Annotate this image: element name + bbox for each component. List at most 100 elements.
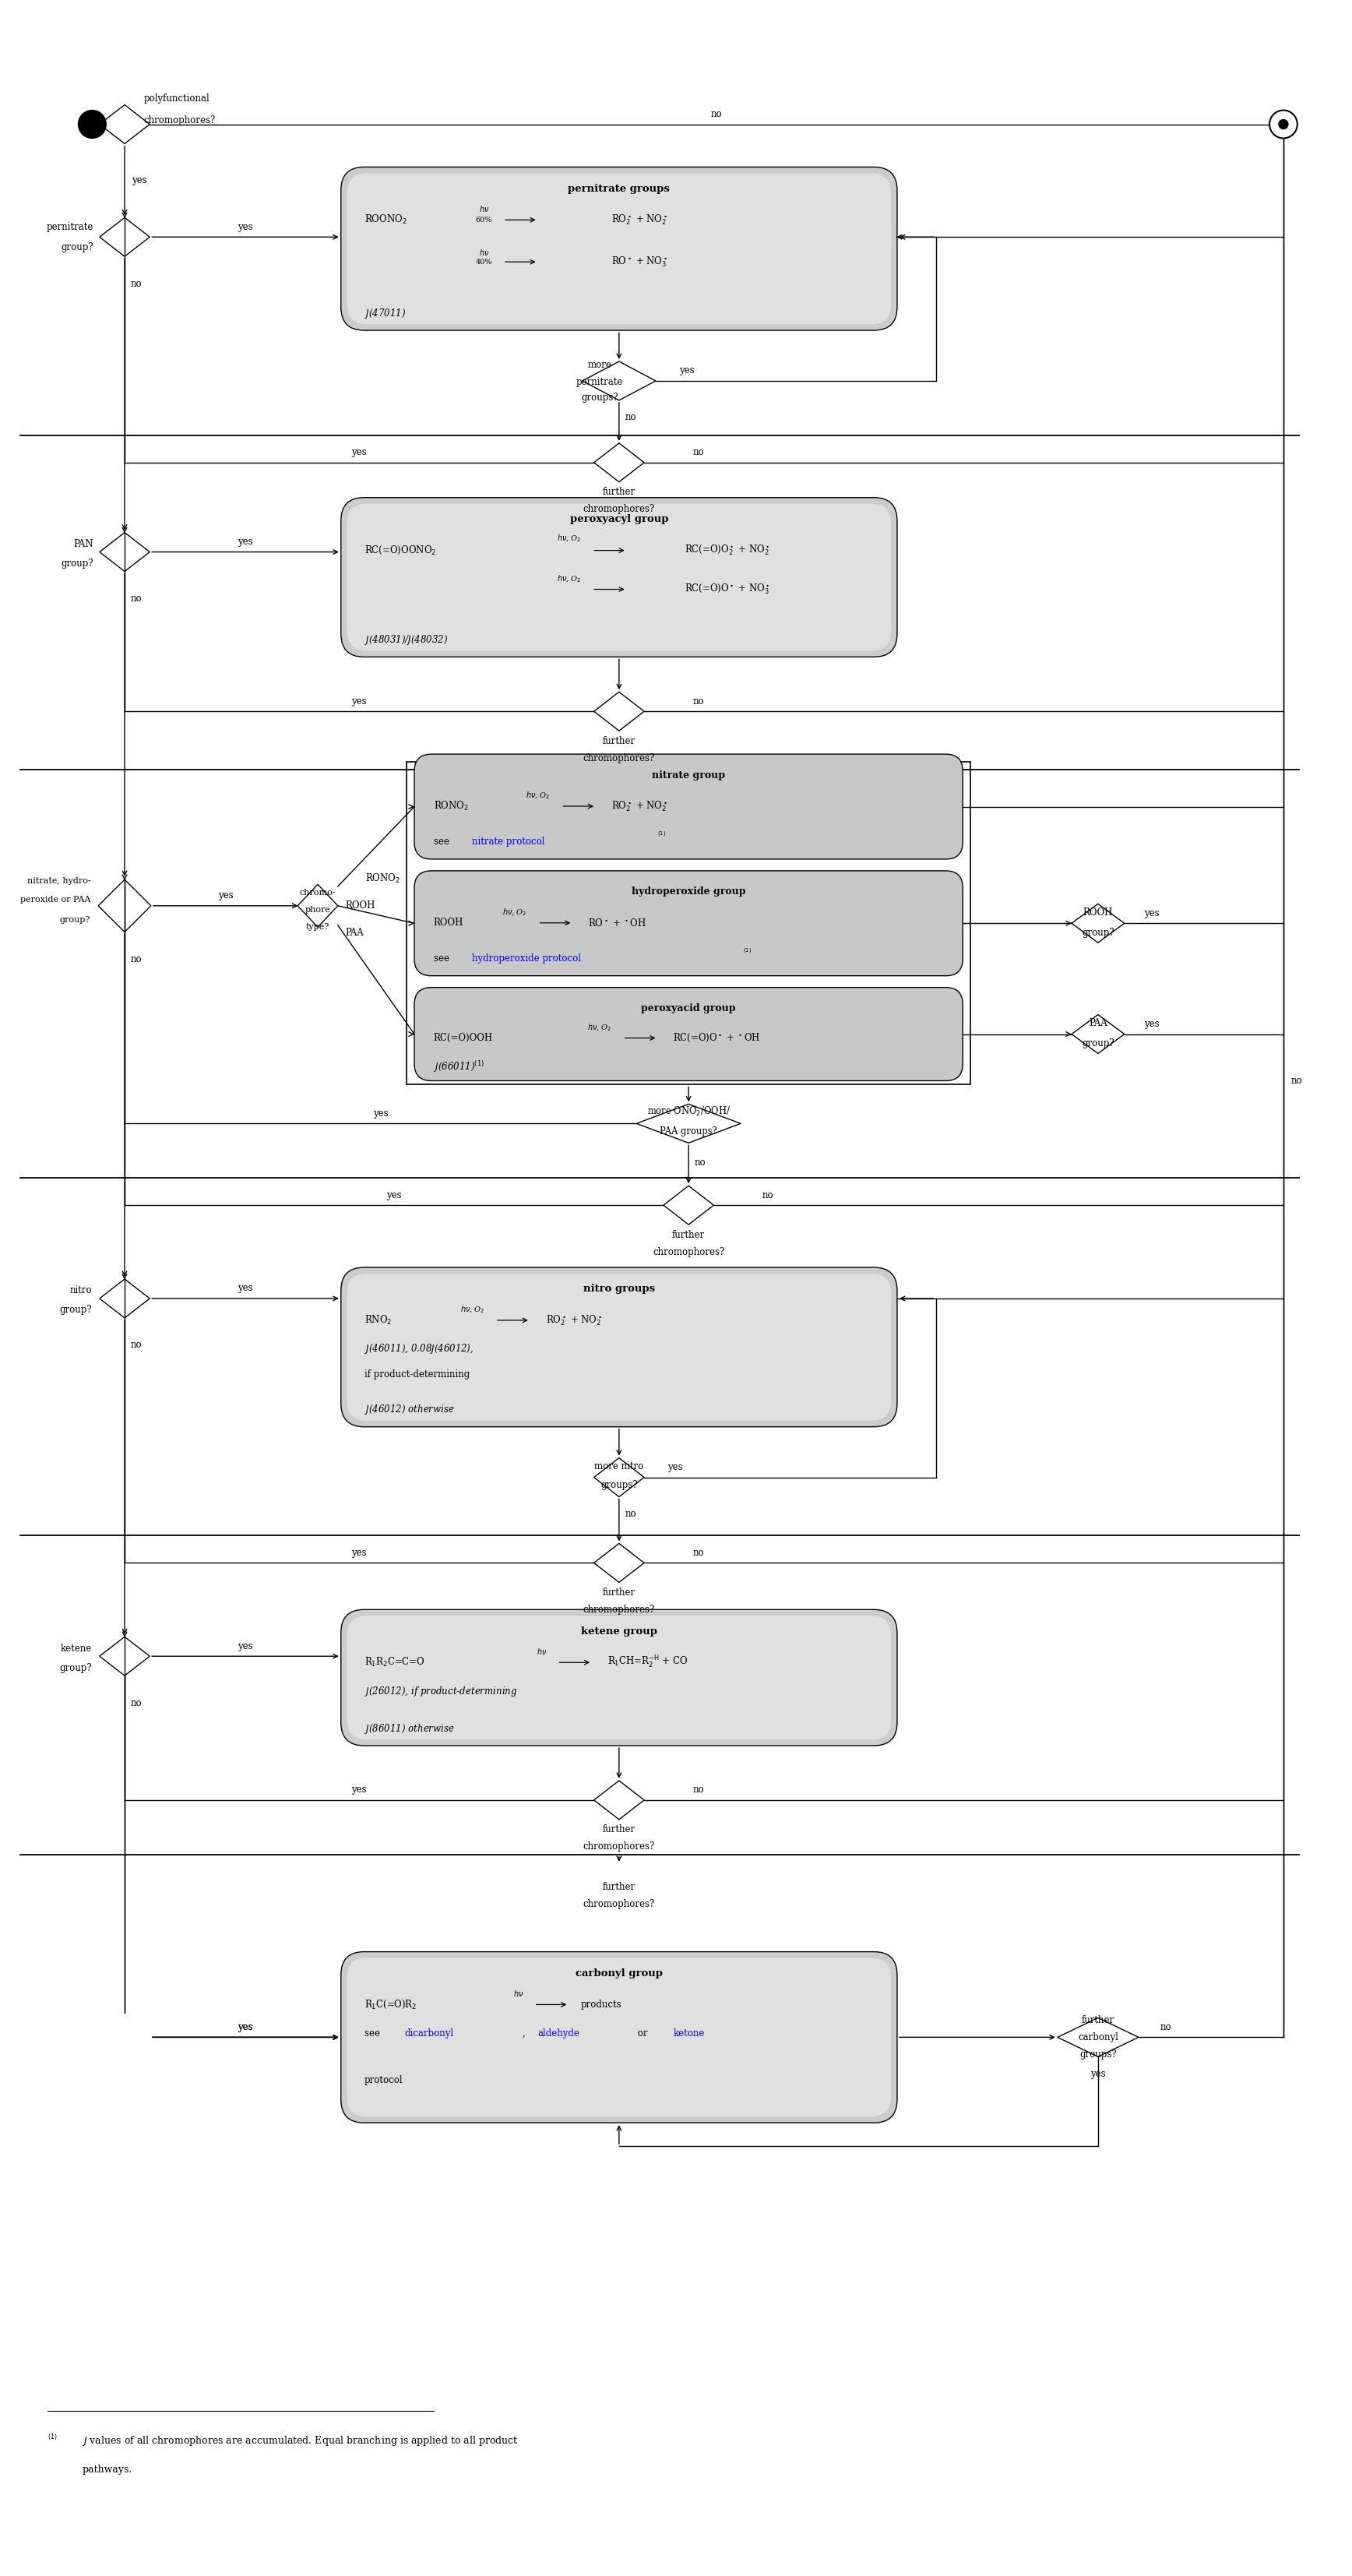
Polygon shape xyxy=(1057,2017,1138,2056)
Text: $h\nu$: $h\nu$ xyxy=(514,1989,523,1999)
Text: yes: yes xyxy=(387,1190,402,1200)
Text: phore: phore xyxy=(306,907,330,914)
Text: R$_1$CH=R$_2^{-\mathrm{H}}$ + CO: R$_1$CH=R$_2^{-\mathrm{H}}$ + CO xyxy=(607,1654,688,1669)
Text: $^{(1)}$: $^{(1)}$ xyxy=(47,2434,57,2442)
Circle shape xyxy=(1279,118,1288,129)
Text: groups?: groups? xyxy=(600,1481,638,1489)
Text: no: no xyxy=(711,108,722,118)
Text: yes: yes xyxy=(238,1283,253,1293)
Text: ,: , xyxy=(522,2027,529,2038)
Text: yes: yes xyxy=(373,1108,388,1118)
FancyBboxPatch shape xyxy=(414,871,963,976)
FancyBboxPatch shape xyxy=(341,1267,898,1427)
Text: $h\nu$, O$_2$: $h\nu$, O$_2$ xyxy=(588,1023,612,1033)
Text: groups?: groups? xyxy=(1079,2050,1117,2058)
Text: group?: group? xyxy=(61,559,93,569)
Text: chromophores?: chromophores? xyxy=(583,505,654,515)
Text: ketone: ketone xyxy=(673,2027,704,2038)
Text: yes: yes xyxy=(1144,1020,1159,1028)
Text: group?: group? xyxy=(59,1306,92,1316)
Text: RO$_2^\bullet$ + NO$_2^\bullet$: RO$_2^\bullet$ + NO$_2^\bullet$ xyxy=(611,214,668,227)
Text: RO$_2^\bullet$ + NO$_2^\bullet$: RO$_2^\bullet$ + NO$_2^\bullet$ xyxy=(611,799,668,814)
Text: chromophores?: chromophores? xyxy=(583,1842,654,1852)
Text: more ONO$_2$/OOH/: more ONO$_2$/OOH/ xyxy=(646,1105,730,1118)
Text: R$_1$R$_2$C=C=O: R$_1$R$_2$C=C=O xyxy=(364,1656,425,1669)
Text: hydroperoxide group: hydroperoxide group xyxy=(631,886,745,896)
Text: see: see xyxy=(364,2027,383,2038)
Text: $h\nu$, O$_2$: $h\nu$, O$_2$ xyxy=(460,1303,484,1314)
Polygon shape xyxy=(99,878,151,933)
Text: yes: yes xyxy=(668,1463,683,1473)
Bar xyxy=(407,762,971,1084)
Text: pernitrate: pernitrate xyxy=(46,222,93,232)
Text: yes: yes xyxy=(238,2022,253,2032)
Text: further: further xyxy=(603,1883,635,1893)
Polygon shape xyxy=(583,361,656,399)
Text: $J$(66011)$^{(1)}$: $J$(66011)$^{(1)}$ xyxy=(434,1059,484,1074)
Text: no: no xyxy=(131,953,142,963)
Text: aldehyde: aldehyde xyxy=(538,2027,580,2038)
Text: $h\nu$, O$_2$: $h\nu$, O$_2$ xyxy=(557,533,581,544)
Text: ROOH: ROOH xyxy=(434,917,464,927)
Polygon shape xyxy=(664,1185,714,1224)
Text: pernitrate: pernitrate xyxy=(576,376,623,386)
Text: chromophores?: chromophores? xyxy=(653,1247,725,1257)
Text: nitro: nitro xyxy=(69,1285,92,1296)
Text: further: further xyxy=(1082,2014,1114,2025)
Text: further: further xyxy=(603,1587,635,1597)
Text: ROOH: ROOH xyxy=(346,902,376,912)
Text: ROOH: ROOH xyxy=(1083,907,1113,917)
Text: R$_1$C(=O)R$_2$: R$_1$C(=O)R$_2$ xyxy=(364,1999,416,2009)
Text: chromophores?: chromophores? xyxy=(143,116,216,126)
FancyBboxPatch shape xyxy=(347,1615,891,1739)
Text: type?: type? xyxy=(306,922,330,930)
Polygon shape xyxy=(100,106,150,144)
Text: $J$(46012) otherwise: $J$(46012) otherwise xyxy=(364,1404,454,1417)
Text: no: no xyxy=(692,1785,704,1795)
FancyBboxPatch shape xyxy=(414,987,963,1082)
Bar xyxy=(97,2014,151,2061)
Text: no: no xyxy=(131,1698,142,1708)
Text: chromophores?: chromophores? xyxy=(583,1605,654,1615)
Text: pathways.: pathways. xyxy=(82,2465,132,2476)
Text: group?: group? xyxy=(59,1664,92,1672)
Polygon shape xyxy=(100,2017,150,2056)
Text: RONO$_2$: RONO$_2$ xyxy=(434,801,469,811)
Text: see: see xyxy=(434,953,452,963)
Text: RC(=O)OOH: RC(=O)OOH xyxy=(434,1033,493,1043)
Text: yes: yes xyxy=(1144,909,1159,917)
Text: polyfunctional: polyfunctional xyxy=(143,93,210,103)
Text: chromophores?: chromophores? xyxy=(583,752,654,762)
Text: $h\nu$, O$_2$: $h\nu$, O$_2$ xyxy=(557,574,581,585)
Text: $J$(86011) otherwise: $J$(86011) otherwise xyxy=(364,1721,454,1736)
Text: yes: yes xyxy=(679,366,695,376)
Text: yes: yes xyxy=(131,175,147,185)
Text: if product-determining: if product-determining xyxy=(364,1370,469,1381)
Text: further: further xyxy=(603,487,635,497)
Text: ketene group: ketene group xyxy=(581,1625,657,1636)
Text: $^{(1)}$: $^{(1)}$ xyxy=(657,832,667,840)
Text: carbonyl: carbonyl xyxy=(1078,2032,1118,2043)
Text: PAN: PAN xyxy=(73,538,93,549)
FancyBboxPatch shape xyxy=(341,497,898,657)
Text: yes: yes xyxy=(352,1785,366,1795)
Text: no: no xyxy=(692,1548,704,1558)
Text: chromophores?: chromophores? xyxy=(583,1899,654,1909)
Text: RO$_2^\bullet$ + NO$_2^\bullet$: RO$_2^\bullet$ + NO$_2^\bullet$ xyxy=(546,1314,602,1327)
Polygon shape xyxy=(594,693,644,732)
FancyBboxPatch shape xyxy=(347,1958,891,2117)
Text: pernitrate groups: pernitrate groups xyxy=(568,183,671,193)
Text: no: no xyxy=(1291,1077,1302,1087)
Text: group?: group? xyxy=(61,242,93,252)
Text: $h\nu$: $h\nu$ xyxy=(537,1646,548,1656)
Text: $J$(48031)/$J$(48032): $J$(48031)/$J$(48032) xyxy=(364,634,448,647)
Text: no: no xyxy=(625,1510,637,1520)
Polygon shape xyxy=(100,1280,150,1319)
FancyBboxPatch shape xyxy=(341,167,898,330)
Text: no: no xyxy=(131,592,142,603)
Circle shape xyxy=(78,111,105,139)
Text: $h\nu$, O$_2$: $h\nu$, O$_2$ xyxy=(526,791,550,801)
Polygon shape xyxy=(594,1780,644,1819)
Text: RONO$_2$: RONO$_2$ xyxy=(365,873,400,884)
Text: nitrate protocol: nitrate protocol xyxy=(472,837,545,848)
